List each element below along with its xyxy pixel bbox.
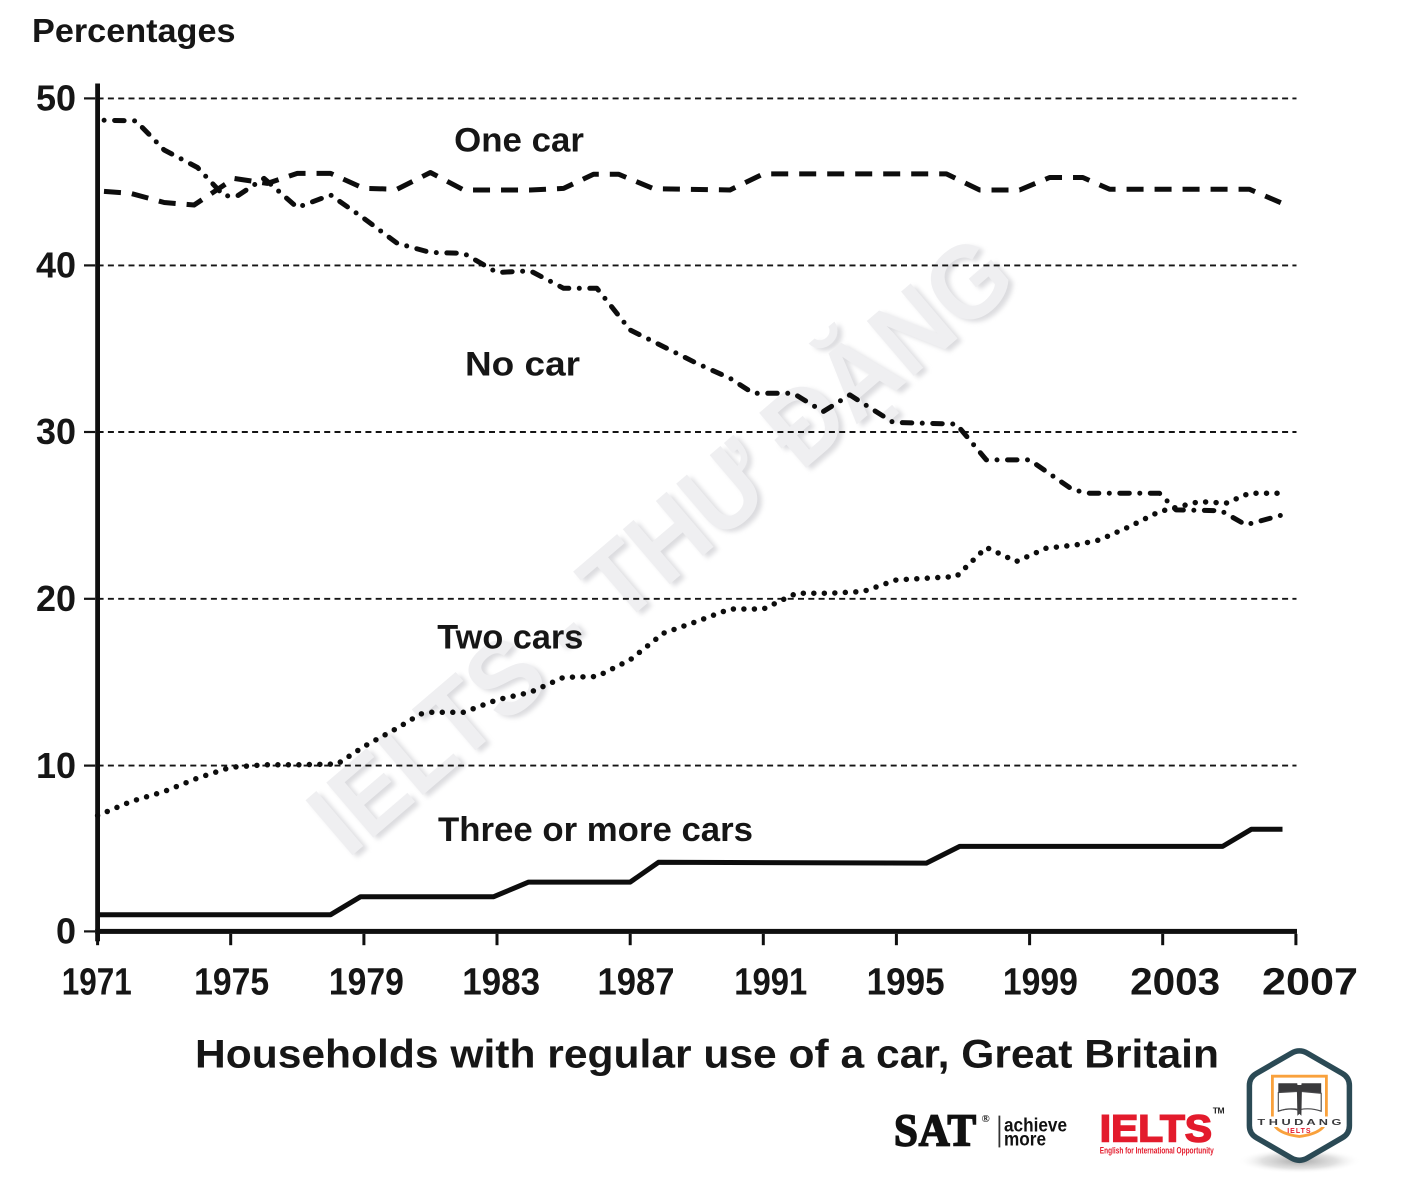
svg-text:SAT: SAT — [894, 1104, 977, 1155]
svg-text:English for International Oppo: English for International Opportunity — [1100, 1146, 1214, 1156]
svg-text:Three or more cars: Three or more cars — [438, 811, 753, 849]
svg-text:Two cars: Two cars — [437, 619, 583, 657]
svg-text:more: more — [1004, 1129, 1046, 1150]
svg-text:0: 0 — [56, 911, 76, 952]
svg-text:T H U D A N G: T H U D A N G — [1257, 1117, 1342, 1127]
svg-text:achieve: achieve — [1004, 1116, 1067, 1137]
svg-text:No car: No car — [465, 346, 580, 384]
svg-text:TM: TM — [1213, 1106, 1225, 1116]
svg-text:IELTS: IELTS — [1100, 1109, 1212, 1151]
svg-text:One car: One car — [454, 121, 584, 159]
svg-text:IELTS: IELTS — [1287, 1128, 1311, 1135]
svg-text:2003: 2003 — [1130, 961, 1220, 1003]
svg-text:Percentages: Percentages — [32, 12, 236, 49]
svg-text:1983: 1983 — [462, 961, 540, 1003]
svg-text:Households with regular use of: Households with regular use of a car, Gr… — [195, 1033, 1219, 1077]
svg-text:50: 50 — [36, 78, 76, 119]
svg-text:2007: 2007 — [1262, 961, 1358, 1003]
svg-text:10: 10 — [36, 745, 76, 786]
svg-text:®: ® — [982, 1113, 990, 1125]
svg-text:1995: 1995 — [867, 961, 945, 1003]
svg-text:40: 40 — [36, 245, 76, 286]
svg-text:1991: 1991 — [734, 961, 807, 1003]
svg-text:30: 30 — [36, 411, 76, 452]
svg-text:1987: 1987 — [598, 961, 675, 1003]
svg-text:1999: 1999 — [1003, 961, 1078, 1003]
svg-text:1975: 1975 — [194, 961, 269, 1003]
svg-text:1971: 1971 — [62, 961, 132, 1003]
svg-text:20: 20 — [36, 578, 76, 619]
svg-text:1979: 1979 — [329, 961, 404, 1003]
